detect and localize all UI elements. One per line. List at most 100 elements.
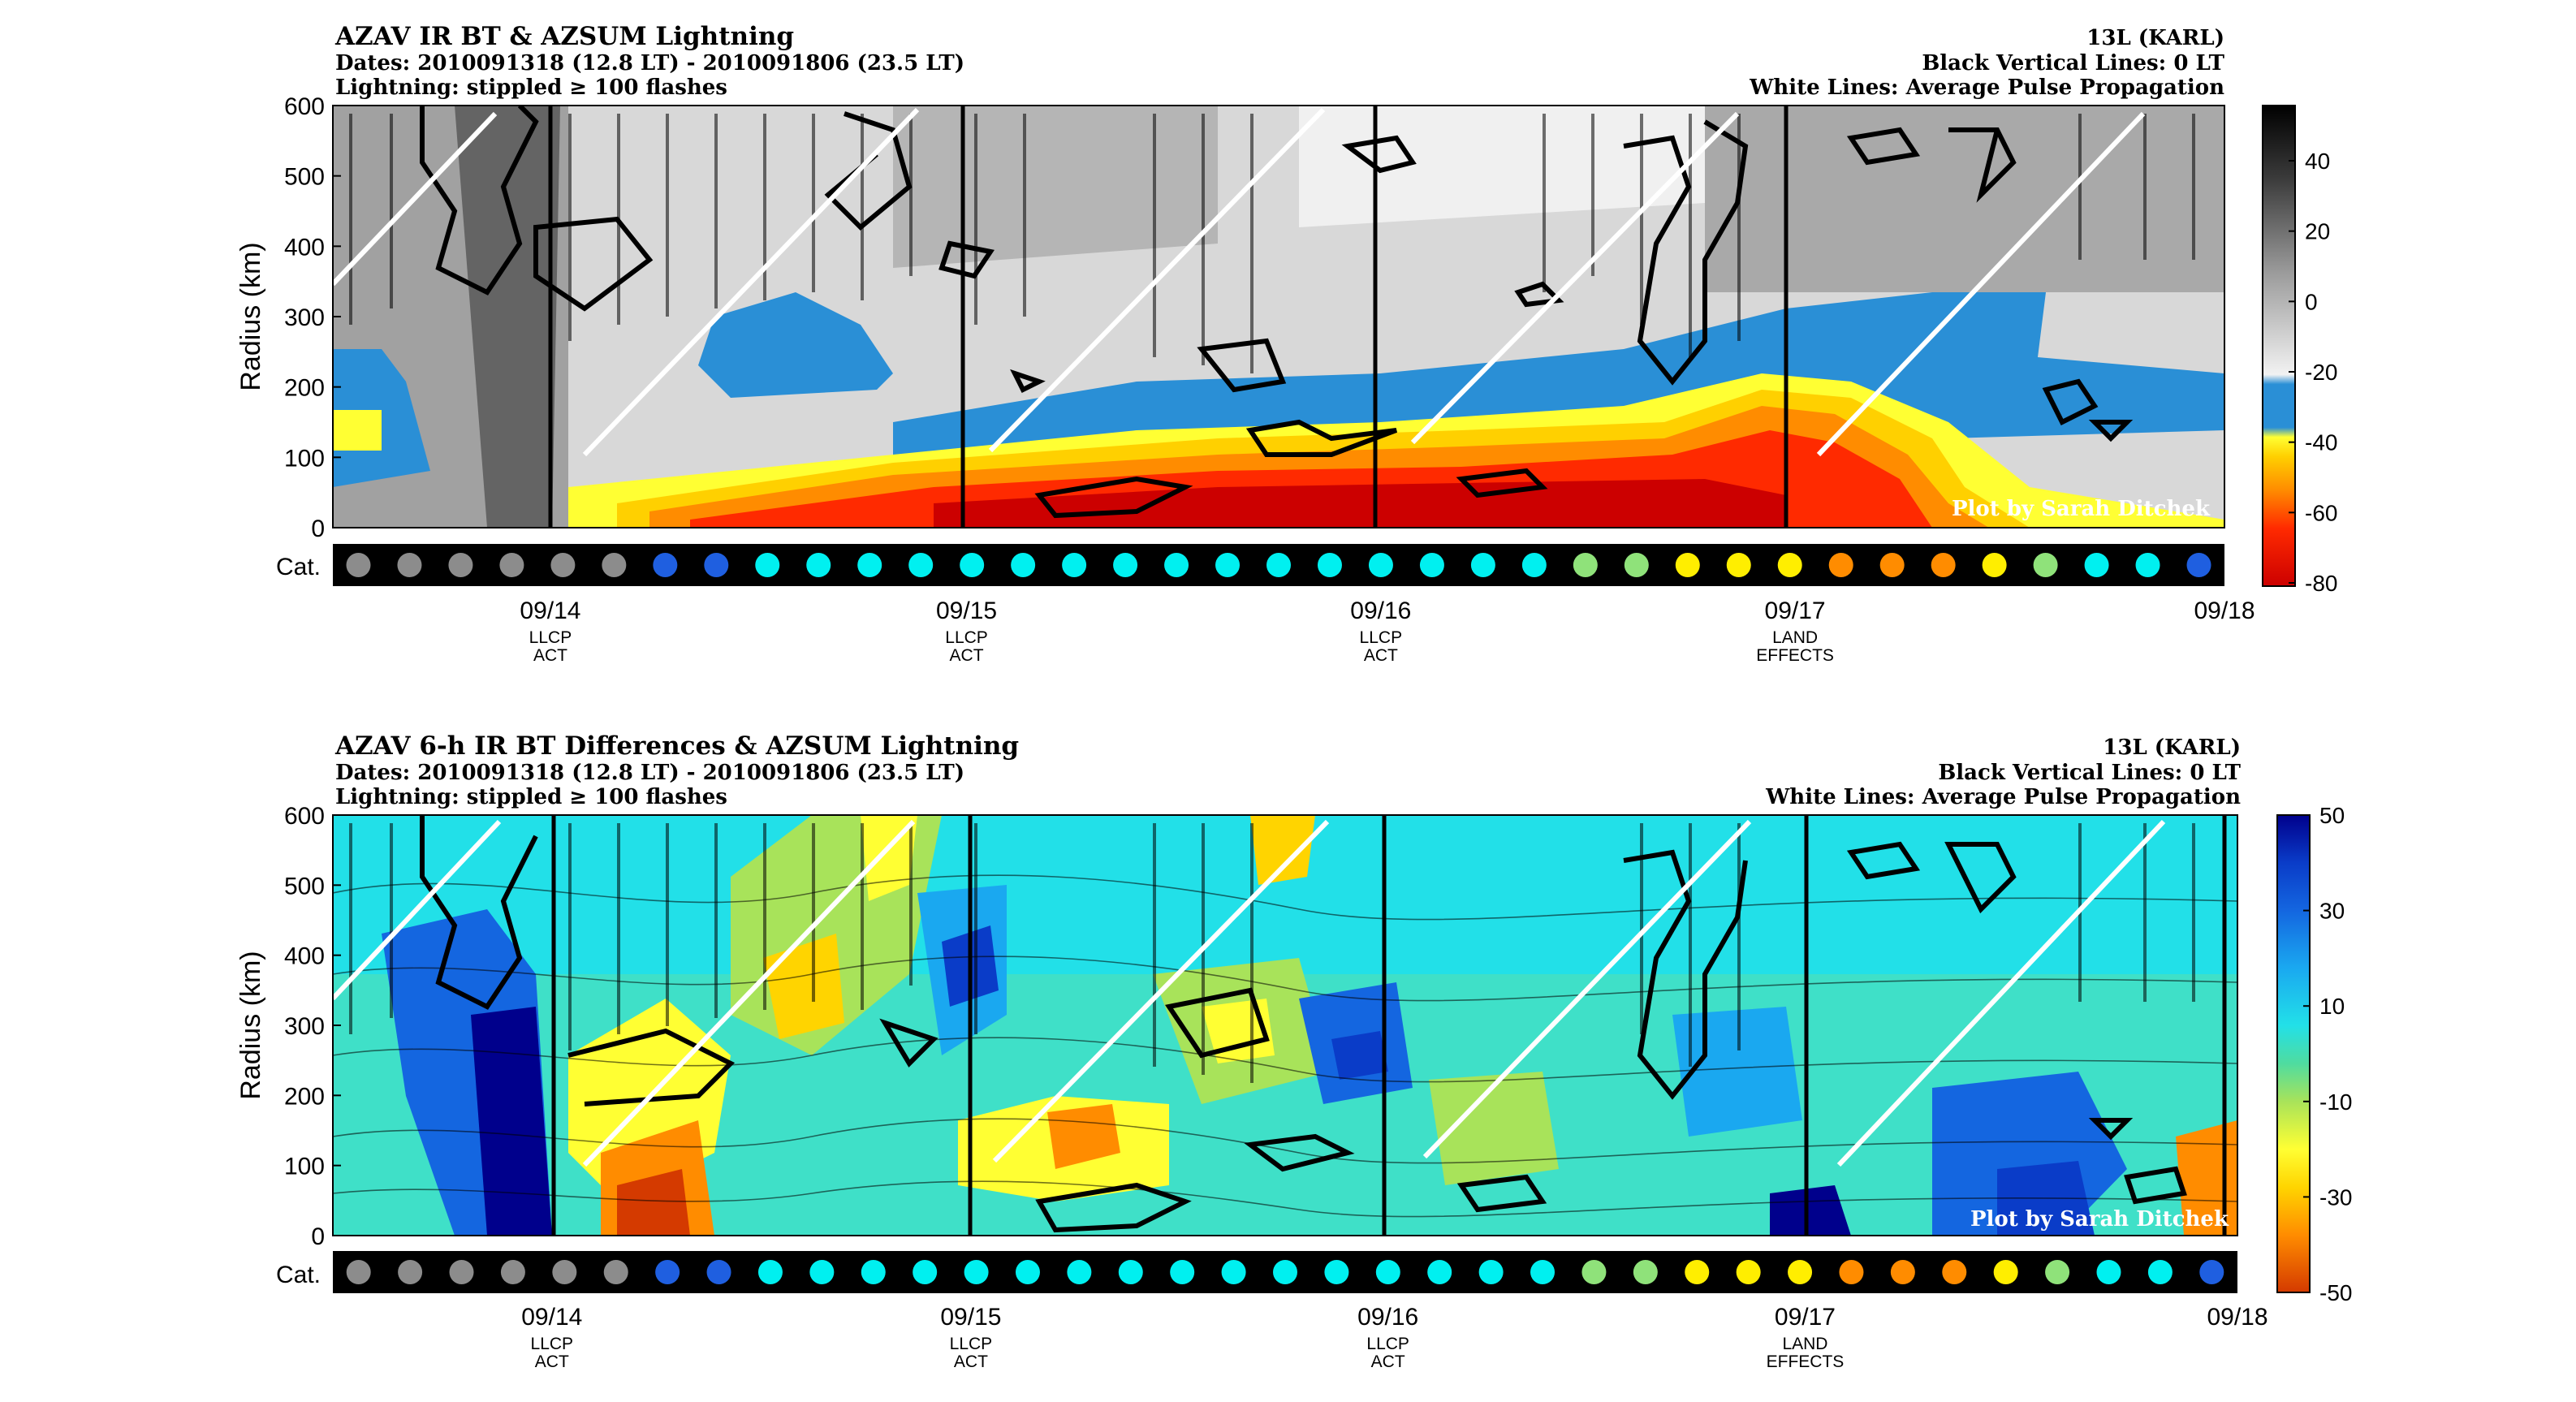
top-colorbar — [2262, 105, 2296, 587]
category-dot-c1 — [1067, 1260, 1092, 1284]
top-panel: AZAV IR BT & AZSUM Lightning Dates: 2010… — [235, 22, 2337, 665]
y-tick-label: 100 — [284, 1154, 325, 1180]
y-tick-label: 0 — [311, 516, 325, 542]
top-credit: Plot by Sarah Ditchek — [1952, 497, 2211, 521]
category-dot-c1 — [1215, 553, 1241, 577]
top-y-axis: 600 500 400 300 200 100 0 — [284, 93, 341, 542]
colorbar-tick-label: -20 — [2305, 360, 2337, 385]
y-tick-label: 600 — [284, 93, 325, 120]
x-tick-sublabel: ACT — [533, 646, 567, 665]
y-tick-label: 300 — [284, 1013, 325, 1040]
category-dot-c1 — [1273, 1260, 1297, 1284]
top-dates: Dates: 2010091318 (12.8 LT) - 2010091806… — [335, 51, 964, 75]
top-y-label: Radius (km) — [235, 242, 266, 390]
category-dot-c4 — [1828, 553, 1853, 577]
y-tick-label: 500 — [284, 873, 325, 899]
bottom-cat-dots — [346, 1260, 2224, 1284]
category-dot-c3 — [1726, 553, 1751, 577]
bottom-y-label: Radius (km) — [235, 951, 266, 1099]
bottom-stipple-note: Lightning: stippled ≥ 100 flashes — [335, 785, 727, 809]
x-tick-sublabel: ACT — [535, 1352, 569, 1371]
top-heatmap: Plot by Sarah Ditchek — [333, 106, 2224, 528]
bottom-cat-label: Cat. — [276, 1262, 321, 1288]
category-dot-c4 — [1890, 1260, 1915, 1284]
x-tick-label: 09/17 — [1765, 597, 1826, 624]
category-dot-td — [552, 1260, 577, 1284]
category-dot-c1 — [1011, 553, 1036, 577]
x-tick-sublabel: EFFECTS — [1756, 646, 1834, 665]
category-dot-c1 — [1266, 553, 1291, 577]
category-dot-td — [346, 1260, 371, 1284]
y-tick-label: 500 — [284, 164, 325, 191]
category-dot-c1 — [1375, 1260, 1400, 1284]
category-dot-c1 — [809, 1260, 835, 1284]
category-dot-td — [603, 1260, 628, 1284]
category-dot-c4 — [1839, 1260, 1864, 1284]
category-dot-c3 — [1675, 553, 1700, 577]
colorbar-tick-label: -60 — [2305, 500, 2337, 525]
x-tick-sublabel: ACT — [1371, 1352, 1405, 1371]
category-dot-c1 — [806, 553, 831, 577]
bottom-dates: Dates: 2010091318 (12.8 LT) - 2010091806… — [335, 761, 964, 785]
category-dot-c2 — [1633, 1260, 1658, 1284]
bottom-storm: 13L (KARL) — [2103, 736, 2241, 760]
bottom-white-lines-note: White Lines: Average Pulse Propagation — [1765, 785, 2241, 809]
x-tick-sublabel: ACT — [954, 1352, 988, 1371]
category-dot-c4 — [1931, 553, 1956, 577]
category-dot-c1 — [1521, 553, 1547, 577]
category-dot-c2 — [1581, 1260, 1607, 1284]
colorbar-tick-label: 50 — [2319, 803, 2345, 828]
category-dot-c1 — [908, 553, 934, 577]
category-dot-c1 — [1170, 1260, 1195, 1284]
category-dot-c2 — [1573, 553, 1598, 577]
category-dot-c1 — [2096, 1260, 2121, 1284]
category-dot-ts — [704, 553, 729, 577]
x-tick-label: 09/14 — [521, 1304, 582, 1331]
x-tick-sublabel: EFFECTS — [1767, 1352, 1845, 1371]
colorbar-tick-label: 10 — [2319, 994, 2345, 1019]
category-dot-c1 — [757, 1260, 783, 1284]
category-dot-c1 — [1530, 1260, 1556, 1284]
x-tick-label: 09/17 — [1775, 1304, 1836, 1331]
x-tick-label: 09/15 — [936, 597, 997, 624]
category-dot-td — [448, 553, 473, 577]
category-dot-c3 — [1993, 1260, 2018, 1284]
colorbar-tick-label: -80 — [2305, 571, 2337, 596]
category-dot-c4 — [1879, 553, 1905, 577]
category-dot-td — [500, 1260, 525, 1284]
category-dot-c3 — [1788, 1260, 1813, 1284]
category-dot-c1 — [1427, 1260, 1452, 1284]
x-tick-label: 09/15 — [940, 1304, 1001, 1331]
top-storm: 13L (KARL) — [2086, 26, 2224, 50]
top-colorbar-ticks: 40 20 0 -20 -40 -60 -80 — [2289, 149, 2337, 596]
y-tick-label: 200 — [284, 1083, 325, 1110]
bottom-colorbar-ticks: 50 30 10 -10 -30 -50 — [2303, 803, 2352, 1305]
top-x-axis: 09/14LLCPACT09/15LLCPACT09/16LLCPACT09/1… — [520, 597, 2255, 665]
bottom-y-axis: 600 500 400 300 200 100 0 — [284, 803, 341, 1250]
category-dot-c1 — [1118, 1260, 1143, 1284]
colorbar-tick-label: 40 — [2305, 149, 2330, 174]
x-tick-sublabel: LLCP — [945, 628, 988, 647]
category-dot-c1 — [913, 1260, 938, 1284]
category-dot-ts — [653, 553, 678, 577]
y-tick-label: 400 — [284, 234, 325, 261]
category-dot-c2 — [2033, 553, 2058, 577]
x-tick-sublabel: LAND — [1782, 1335, 1827, 1353]
x-tick-label: 09/16 — [1357, 1304, 1418, 1331]
bottom-x-axis: 09/14LLCPACT09/15LLCPACT09/16LLCPACT09/1… — [521, 1304, 2267, 1371]
top-white-lines-note: White Lines: Average Pulse Propagation — [1749, 75, 2224, 100]
x-tick-sublabel: ACT — [1364, 646, 1398, 665]
bottom-title: AZAV 6-h IR BT Differences & AZSUM Light… — [334, 731, 1019, 761]
bottom-credit: Plot by Sarah Ditchek — [1970, 1207, 2229, 1232]
category-dot-td — [499, 553, 524, 577]
category-dot-td — [602, 553, 627, 577]
colorbar-tick-label: -40 — [2305, 430, 2337, 455]
category-dot-c1 — [1317, 553, 1342, 577]
x-tick-sublabel: ACT — [950, 646, 984, 665]
x-tick-sublabel: LLCP — [531, 1335, 574, 1353]
x-tick-sublabel: LAND — [1772, 628, 1818, 647]
x-tick-sublabel: LLCP — [1366, 1335, 1409, 1353]
colorbar-tick-label: 20 — [2305, 219, 2330, 244]
category-dot-c1 — [1419, 553, 1444, 577]
